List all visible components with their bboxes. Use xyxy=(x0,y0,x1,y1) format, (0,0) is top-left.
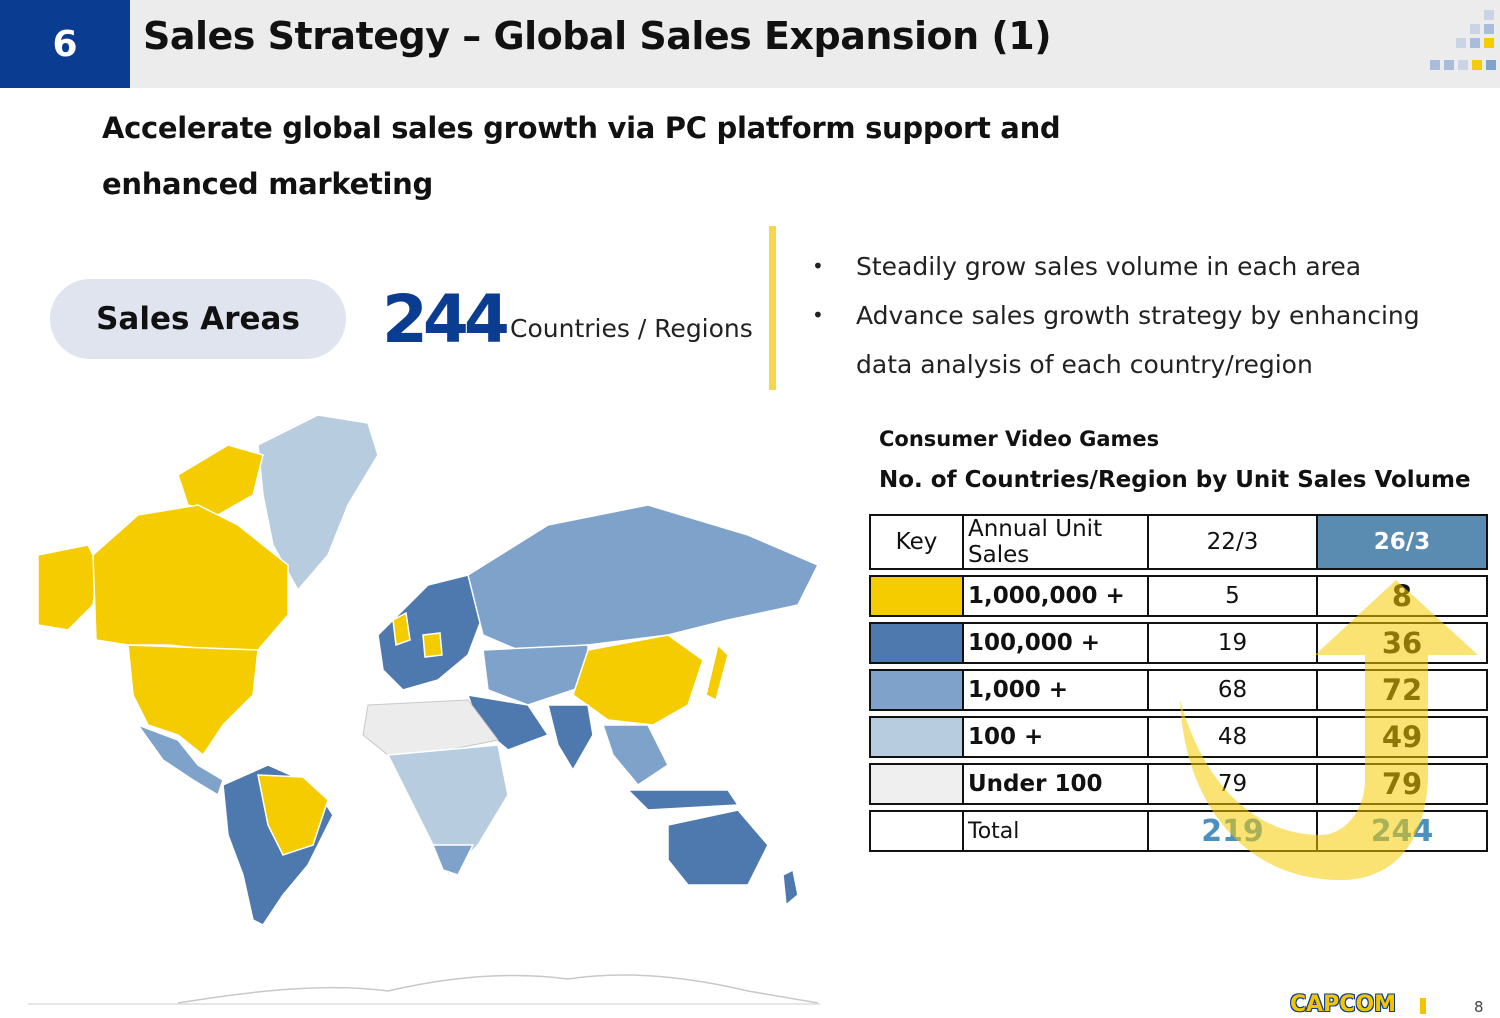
map-se-asia xyxy=(601,724,669,786)
header-annual-unit-sales: Annual Unit Sales xyxy=(964,514,1149,570)
table-row: Under 100 79 79 xyxy=(869,763,1488,805)
strategy-bullets: Steadily grow sales volume in each area … xyxy=(806,242,1446,389)
bullet-item: Steadily grow sales volume in each area xyxy=(806,242,1446,291)
page-number: 8 xyxy=(1474,998,1484,1016)
header-key: Key xyxy=(869,514,964,570)
sales-areas-count: 244 xyxy=(382,281,510,358)
key-swatch xyxy=(869,763,964,805)
map-arctic-islands xyxy=(177,444,264,516)
table-row: 100,000 + 19 36 xyxy=(869,622,1488,664)
table-row: 1,000 + 68 72 xyxy=(869,669,1488,711)
key-swatch xyxy=(869,575,964,617)
value-26-3: 72 xyxy=(1318,669,1488,711)
map-south-africa xyxy=(431,844,475,876)
divider-bar xyxy=(769,226,776,390)
map-central-asia xyxy=(482,644,589,706)
value-22-3: 79 xyxy=(1149,763,1318,805)
table-row: 1,000,000 + 5 8 xyxy=(869,575,1488,617)
map-germany xyxy=(422,632,443,658)
row-label: 1,000 + xyxy=(964,669,1149,711)
value-22-3: 5 xyxy=(1149,575,1318,617)
table-caption-category: Consumer Video Games xyxy=(879,427,1160,451)
unit-sales-table: Key Annual Unit Sales 22/3 26/3 1,000,00… xyxy=(869,509,1488,857)
map-usa xyxy=(127,644,259,757)
logo-accent-bar xyxy=(1420,998,1426,1014)
table-caption-title: No. of Countries/Region by Unit Sales Vo… xyxy=(879,467,1471,493)
page-title: Sales Strategy – Global Sales Expansion … xyxy=(143,14,1052,58)
key-swatch xyxy=(869,622,964,664)
total-label: Total xyxy=(964,810,1149,852)
capcom-logo: CAPCOM xyxy=(1290,992,1397,1017)
total-26-3: 244 xyxy=(1318,810,1488,852)
sales-areas-unit: Countries / Regions xyxy=(510,314,753,343)
map-brazil xyxy=(257,774,329,856)
map-china xyxy=(572,634,704,726)
slide-header: 6 Sales Strategy – Global Sales Expansio… xyxy=(0,0,1500,88)
value-22-3: 68 xyxy=(1149,669,1318,711)
value-26-3: 79 xyxy=(1318,763,1488,805)
value-26-3: 49 xyxy=(1318,716,1488,758)
map-canada xyxy=(92,504,289,651)
map-greenland xyxy=(257,414,379,592)
row-label: 1,000,000 + xyxy=(964,575,1149,617)
value-26-3: 8 xyxy=(1318,575,1488,617)
map-new-zealand xyxy=(782,868,799,907)
slide-subtitle: Accelerate global sales growth via PC pl… xyxy=(102,111,1061,201)
map-mexico xyxy=(135,723,224,797)
map-europe xyxy=(377,574,484,691)
slide-number: 6 xyxy=(0,0,130,88)
map-india xyxy=(547,704,594,772)
value-22-3: 48 xyxy=(1149,716,1318,758)
table-row: 100 + 48 49 xyxy=(869,716,1488,758)
row-label: 100,000 + xyxy=(964,622,1149,664)
header-22-3: 22/3 xyxy=(1149,514,1318,570)
map-indonesia xyxy=(626,789,740,811)
map-alaska xyxy=(37,544,99,631)
value-22-3: 19 xyxy=(1149,622,1318,664)
map-russia xyxy=(467,504,820,651)
map-japan xyxy=(705,643,729,702)
key-swatch xyxy=(869,716,964,758)
header-26-3: 26/3 xyxy=(1318,514,1488,570)
world-map xyxy=(28,414,820,1005)
key-swatch xyxy=(869,669,964,711)
total-22-3: 219 xyxy=(1149,810,1318,852)
row-label: Under 100 xyxy=(964,763,1149,805)
bullet-item: Advance sales growth strategy by enhanci… xyxy=(806,291,1446,389)
value-26-3: 36 xyxy=(1318,622,1488,664)
table-total-row: Total 219 244 xyxy=(869,810,1488,852)
total-key-empty xyxy=(869,810,964,852)
map-uk xyxy=(392,611,411,647)
table-header-row: Key Annual Unit Sales 22/3 26/3 xyxy=(869,514,1488,570)
map-australia xyxy=(667,809,769,886)
antarctica-outline xyxy=(177,974,819,1004)
corner-decoration-icon xyxy=(1430,10,1496,70)
row-label: 100 + xyxy=(964,716,1149,758)
sales-areas-label: Sales Areas xyxy=(50,279,346,359)
